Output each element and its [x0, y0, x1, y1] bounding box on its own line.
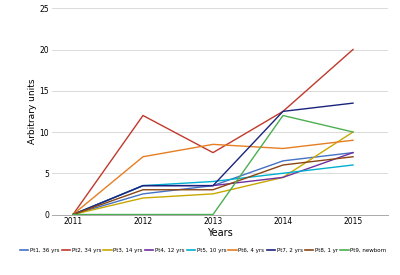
X-axis label: Years: Years — [207, 228, 233, 238]
Legend: Pt1, 36 yrs, Pt2, 34 yrs, Pt3, 14 yrs, Pt4, 12 yrs, Pt5, 10 yrs, Pt6, 4 yrs, Pt7: Pt1, 36 yrs, Pt2, 34 yrs, Pt3, 14 yrs, P… — [20, 248, 386, 253]
Y-axis label: Arbitrary units: Arbitrary units — [28, 79, 37, 144]
